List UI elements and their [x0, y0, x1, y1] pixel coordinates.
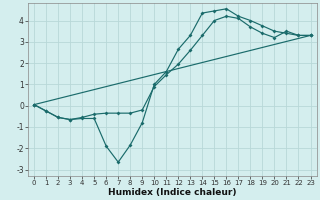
X-axis label: Humidex (Indice chaleur): Humidex (Indice chaleur) — [108, 188, 236, 197]
